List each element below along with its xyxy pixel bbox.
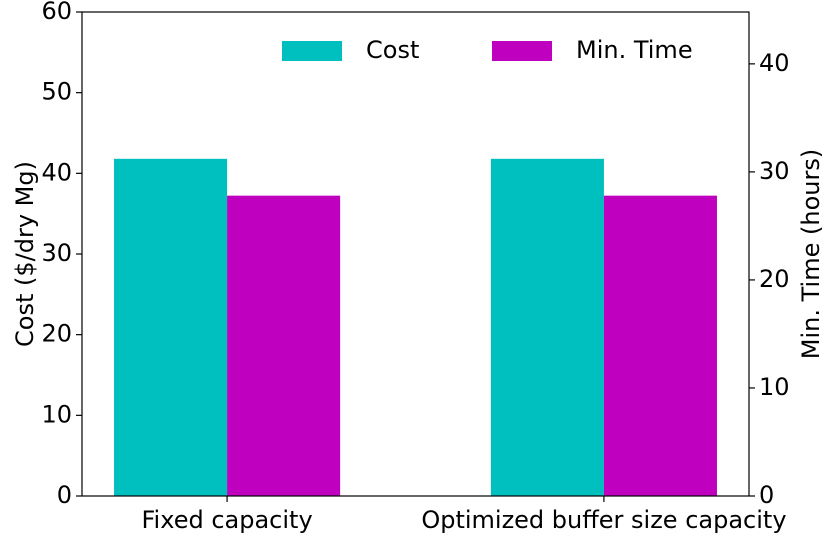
y2-tick-label: 10 [759,373,790,401]
y-tick-label: 60 [41,0,72,25]
bar [603,195,717,497]
y2-tick-label: 0 [759,481,774,509]
y-tick-label: 0 [57,481,72,509]
x-tick-label: Optimized buffer size capacity [421,506,786,534]
y-tick-label: 40 [41,158,72,186]
y2-tick-label: 30 [759,157,790,185]
y-tick-label: 50 [41,78,72,106]
plot-frame [81,11,750,497]
y-tick-label: 30 [41,239,72,267]
legend-label: Cost [366,36,419,64]
bar [114,158,228,496]
y2-axis-label: Min. Time (hours) [797,149,825,359]
y-tick-label: 20 [41,320,72,348]
bar [490,158,604,496]
y-axis-label: Cost ($/dry Mg) [11,161,39,347]
y2-tick-label: 20 [759,265,790,293]
bar [227,195,341,497]
legend-swatch [492,41,552,61]
x-tick-label: Fixed capacity [142,506,313,534]
legend-swatch [282,41,342,61]
y-tick-label: 10 [41,400,72,428]
y2-tick-label: 40 [759,49,790,77]
legend-label: Min. Time [576,36,693,64]
